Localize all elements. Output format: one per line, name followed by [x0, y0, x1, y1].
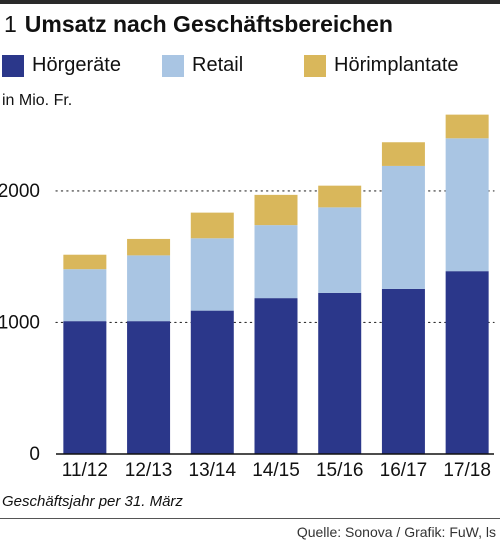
legend-swatch-hoergeraete [2, 54, 24, 77]
bar-hoergeraete-11-12 [63, 321, 107, 454]
x-tick-label-11-12: 11/12 [62, 460, 108, 481]
fiscal-year-note: Geschäftsjahr per 31. März [2, 493, 183, 510]
chart-number: 1 [4, 11, 17, 37]
x-tick-label-14-15: 14/15 [252, 460, 300, 481]
bar-retail-17-18 [445, 138, 489, 272]
x-tick-label-17-18: 17/18 [443, 460, 491, 481]
x-tick-label-13-14: 13/14 [189, 460, 237, 481]
legend-swatch-hoerimplantate [304, 54, 326, 77]
legend-swatch-retail [162, 54, 184, 77]
x-tick-label-16-17: 16/17 [380, 460, 428, 481]
chart-title-text: Umsatz nach Geschäftsbereichen [24, 11, 393, 37]
footer-rule [0, 518, 500, 519]
bar-hoergeraete-17-18 [445, 271, 489, 454]
bar-hoerimplantate-11-12 [63, 254, 107, 270]
bar-hoerimplantate-14-15 [254, 194, 298, 226]
bar-retail-15-16 [318, 207, 362, 293]
y-axis-unit: in Mio. Fr. [2, 92, 73, 109]
bar-hoerimplantate-12-13 [127, 238, 171, 256]
legend-label-retail: Retail [192, 54, 244, 76]
bar-retail-14-15 [254, 225, 298, 299]
bar-hoergeraete-14-15 [254, 298, 298, 454]
bar-retail-13-14 [190, 238, 234, 311]
chart-title: 1 Umsatz nach Geschäftsbereichen [4, 10, 393, 38]
bar-hoerimplantate-16-17 [381, 142, 425, 166]
legend-item-hoergeraete: Hörgeräte [2, 54, 121, 77]
bar-hoerimplantate-15-16 [318, 185, 362, 208]
x-tick-label-15-16: 15/16 [316, 460, 364, 481]
legend-item-hoerimplantate: Hörimplantate [304, 54, 459, 77]
top-rule [0, 0, 500, 4]
legend-label-hoergeraete: Hörgeräte [32, 54, 121, 76]
legend: Hörgeräte Retail Hörimplantate [0, 54, 500, 80]
x-tick-label-12-13: 12/13 [125, 460, 173, 481]
bar-hoerimplantate-13-14 [190, 212, 234, 239]
y-tick-label-2000: 2000 [0, 181, 40, 202]
bar-retail-12-13 [127, 255, 171, 322]
y-tick-label-0: 0 [29, 444, 40, 465]
legend-label-hoerimplantate: Hörimplantate [334, 54, 459, 76]
bar-retail-16-17 [381, 165, 425, 289]
source-credit: Quelle: Sonova / Grafik: FuW, ls [296, 524, 496, 540]
bar-hoergeraete-12-13 [127, 321, 171, 454]
bar-hoergeraete-16-17 [381, 288, 425, 454]
legend-item-retail: Retail [162, 54, 243, 77]
bar-hoergeraete-13-14 [190, 310, 234, 454]
y-tick-label-1000: 1000 [0, 312, 40, 333]
bar-hoergeraete-15-16 [318, 292, 362, 454]
bar-hoerimplantate-17-18 [445, 114, 489, 139]
bar-retail-11-12 [63, 269, 107, 322]
